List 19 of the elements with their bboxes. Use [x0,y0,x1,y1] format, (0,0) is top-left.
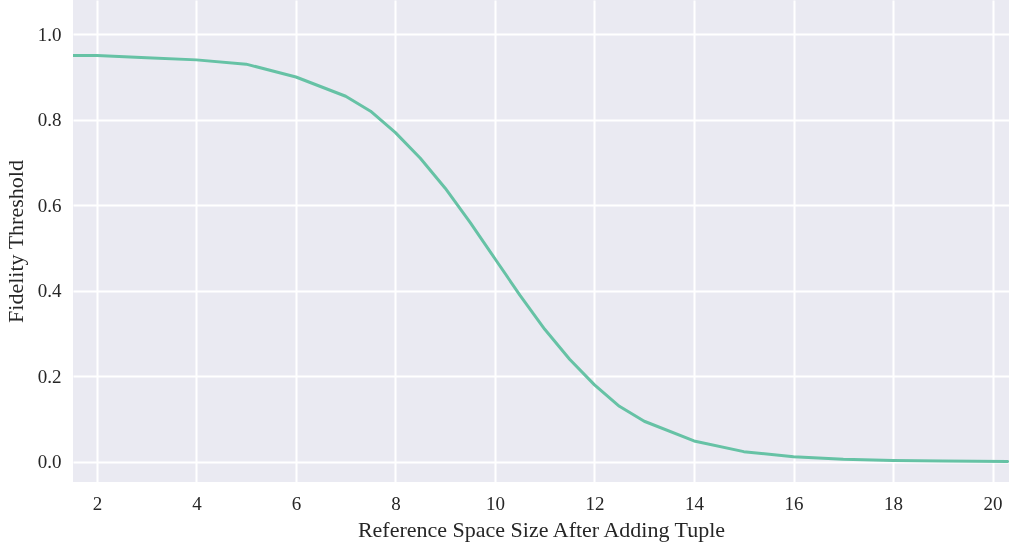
x-tick-label: 14 [685,492,705,514]
y-axis-title: Fidelity Threshold [2,160,28,323]
y-tick-label: 0.2 [37,365,62,387]
x-tick-label: 4 [192,492,203,514]
x-tick-label: 8 [391,492,401,514]
x-tick-label: 18 [884,492,904,514]
x-tick-label: 20 [983,492,1003,514]
x-tick-label: 2 [92,492,103,514]
x-axis-title: Reference Space Size After Adding Tuple [357,516,726,542]
line-series [73,54,1009,463]
x-tick-label: 12 [585,492,605,514]
y-tick-label: 0.6 [37,194,62,216]
y-tick-label: 0.4 [37,280,62,302]
x-tick-label: 10 [485,492,505,514]
y-tick-label: 0.0 [37,451,62,473]
y-tick-label: 1.0 [37,23,62,45]
y-tick-label: 0.8 [37,109,62,131]
x-tick-label: 6 [291,492,302,514]
x-tick-label: 16 [784,492,804,514]
